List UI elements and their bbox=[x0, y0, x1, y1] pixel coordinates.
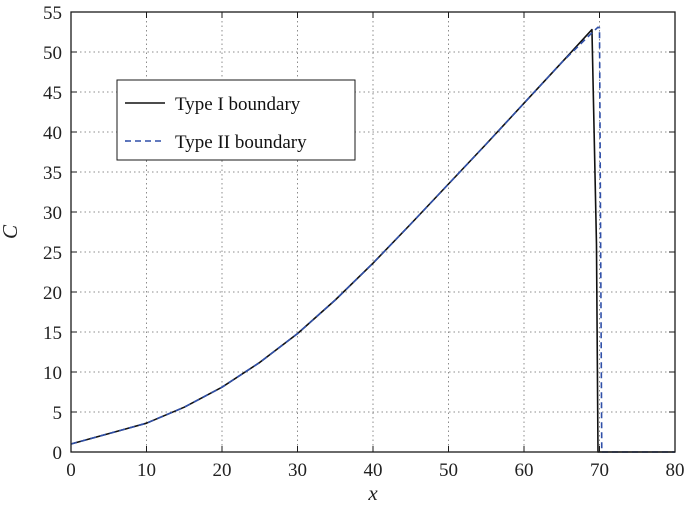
y-tick-label: 0 bbox=[53, 443, 63, 464]
x-tick-label: 30 bbox=[288, 460, 307, 481]
x-tick-label: 10 bbox=[137, 460, 156, 481]
y-tick-label: 10 bbox=[43, 363, 62, 384]
axis-ticks bbox=[70, 11, 676, 453]
y-tick-label: 25 bbox=[43, 243, 62, 264]
grid bbox=[71, 12, 675, 452]
y-tick-label: 15 bbox=[43, 323, 62, 344]
legend-box bbox=[116, 79, 356, 161]
x-tick-label: 70 bbox=[590, 460, 609, 481]
x-tick-label: 40 bbox=[364, 460, 383, 481]
y-tick-label: 50 bbox=[43, 43, 62, 64]
axis-labels: 0 10 20 30 40 50 60 70 80 0 5 10 15 20 25 30 35 40 45 50 55 bbox=[43, 3, 685, 481]
y-tick-label: 30 bbox=[43, 203, 62, 224]
legend-label-type-ii: Type II boundary bbox=[175, 132, 307, 153]
y-tick-label: 40 bbox=[43, 123, 62, 144]
y-tick-label: 55 bbox=[43, 3, 62, 24]
x-tick-label: 80 bbox=[666, 460, 685, 481]
x-axis-title: x bbox=[367, 481, 378, 505]
y-tick-label: 20 bbox=[43, 283, 62, 304]
x-tick-label: 20 bbox=[213, 460, 232, 481]
series-line-type-ii bbox=[70, 26, 675, 453]
x-tick-label: 50 bbox=[439, 460, 458, 481]
y-tick-label: 45 bbox=[43, 83, 62, 104]
x-tick-label: 0 bbox=[66, 460, 76, 481]
y-tick-label: 5 bbox=[53, 403, 63, 424]
legend: Type I boundary Type II boundary bbox=[116, 79, 356, 161]
y-axis-title: C bbox=[0, 224, 22, 239]
legend-label-type-i: Type I boundary bbox=[175, 94, 301, 115]
series-layer bbox=[70, 26, 675, 453]
x-tick-label: 60 bbox=[515, 460, 534, 481]
y-tick-label: 35 bbox=[43, 163, 62, 184]
